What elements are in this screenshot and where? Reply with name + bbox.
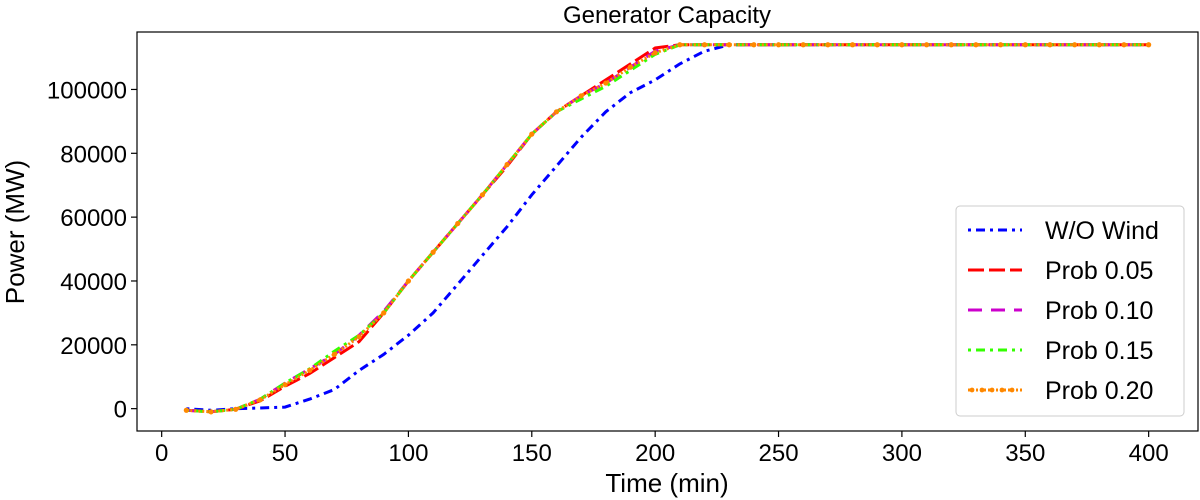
series-point (233, 406, 239, 412)
x-tick-label: 300 (882, 440, 922, 467)
legend-label: W/O Wind (1045, 217, 1159, 245)
series-point (356, 334, 362, 340)
series-point (1096, 42, 1102, 48)
series-point (455, 220, 461, 227)
series-point (775, 42, 782, 48)
chart-title: Generator Capacity (563, 2, 771, 29)
series-point (825, 42, 831, 48)
series-point (899, 42, 905, 48)
series-point (627, 64, 634, 70)
series-point (430, 249, 436, 255)
legend-label: Prob 0.15 (1045, 337, 1153, 365)
series-point (1022, 42, 1028, 48)
series-point (1121, 42, 1127, 48)
y-axis: 0 20000 40000 60000 80000 100000 (47, 77, 137, 424)
legend-swatch-point (999, 387, 1005, 393)
x-tick-label: 200 (635, 440, 675, 467)
y-axis-label: Power (MW) (0, 160, 30, 304)
legend: W/O Wind Prob 0.05 Prob 0.10 Prob 0.15 Prob … (955, 205, 1185, 417)
legend-label: Prob 0.10 (1045, 297, 1153, 325)
series-point (998, 42, 1004, 48)
series-point (381, 310, 387, 316)
legend-swatch-point (969, 387, 975, 393)
series-point (973, 42, 979, 48)
series-point (307, 367, 313, 373)
series-point (726, 42, 732, 48)
series-point (923, 42, 930, 48)
y-tick-label: 40000 (60, 269, 127, 296)
series-point (701, 42, 708, 48)
series-point (208, 409, 214, 415)
series-point (405, 278, 412, 284)
series-point (849, 42, 856, 48)
legend-label: Prob 0.20 (1045, 377, 1153, 405)
y-tick-label: 100000 (47, 77, 127, 104)
plot-area-frame (136, 31, 1199, 432)
x-tick-label: 100 (388, 440, 428, 467)
series-point (479, 192, 486, 198)
x-tick-label: 150 (512, 440, 552, 467)
legend-frame (955, 205, 1185, 417)
legend-label: Prob 0.05 (1045, 257, 1153, 285)
series-point (1072, 42, 1078, 48)
x-tick-label: 250 (759, 440, 799, 467)
series-point (578, 93, 584, 99)
series-line-0 (186, 43, 1149, 412)
y-tick-label: 20000 (60, 333, 127, 360)
series-point (257, 397, 263, 403)
series-point (553, 109, 560, 115)
series-point (603, 80, 609, 86)
series-point (652, 50, 658, 56)
series-point (800, 42, 806, 48)
y-tick-label: 60000 (60, 205, 127, 232)
series-point (751, 42, 757, 48)
series-layer (183, 42, 1152, 415)
series-line-4 (186, 43, 1149, 414)
y-tick-label: 0 (114, 397, 127, 424)
x-tick-label: 400 (1129, 440, 1169, 467)
series-point (331, 351, 337, 357)
series-point (677, 42, 683, 48)
legend-swatch-point (979, 387, 985, 393)
series-point (529, 131, 535, 137)
series-point (504, 161, 510, 168)
series-point (1146, 42, 1152, 48)
series-point (282, 382, 288, 388)
x-tick-label: 0 (155, 440, 168, 467)
x-tick-label: 50 (272, 440, 299, 467)
series-point (183, 407, 189, 413)
x-axis-label: Time (min) (605, 468, 728, 498)
series-point (1047, 42, 1053, 48)
legend-swatch-point (989, 387, 995, 393)
series-point (948, 42, 954, 48)
x-axis: 0 50 100 150 200 250 300 350 400 (155, 431, 1169, 467)
y-tick-label: 80000 (60, 141, 127, 168)
x-tick-label: 350 (1005, 440, 1045, 467)
series-line-1 (186, 43, 1149, 414)
legend-swatch-point (1009, 387, 1015, 393)
series-point (874, 42, 880, 48)
